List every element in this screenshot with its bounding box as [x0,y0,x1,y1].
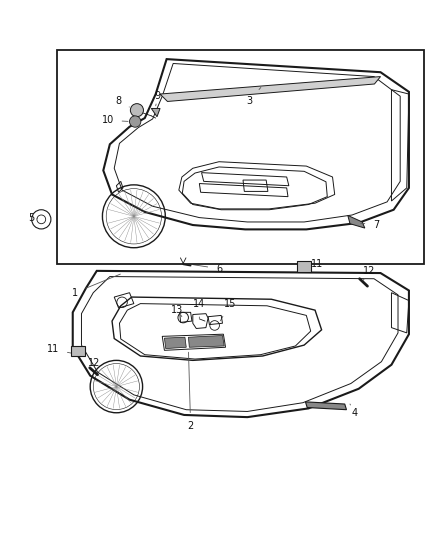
Circle shape [130,116,141,127]
Text: 8: 8 [116,95,129,107]
Text: 11: 11 [302,260,323,270]
Circle shape [131,103,144,117]
Text: 1: 1 [72,274,120,298]
Text: 14: 14 [193,298,205,318]
Text: 13: 13 [171,305,184,317]
Polygon shape [305,402,346,410]
Bar [71,346,85,356]
Text: 7: 7 [360,220,379,230]
Bar [297,261,311,272]
Text: 15: 15 [220,298,236,321]
Polygon shape [164,337,186,349]
Polygon shape [348,215,365,228]
Polygon shape [188,335,224,348]
Text: 5: 5 [28,214,37,223]
Text: 4: 4 [350,404,357,418]
Text: 9: 9 [155,91,161,106]
Text: 2: 2 [187,352,194,431]
Text: 12: 12 [88,358,101,372]
Polygon shape [151,108,160,117]
Text: 10: 10 [102,115,128,125]
Bar [57,51,424,264]
Text: 3: 3 [247,87,261,106]
Text: 6: 6 [193,264,222,273]
Polygon shape [160,77,381,101]
Text: 11: 11 [47,344,72,354]
Text: 12: 12 [363,266,376,280]
